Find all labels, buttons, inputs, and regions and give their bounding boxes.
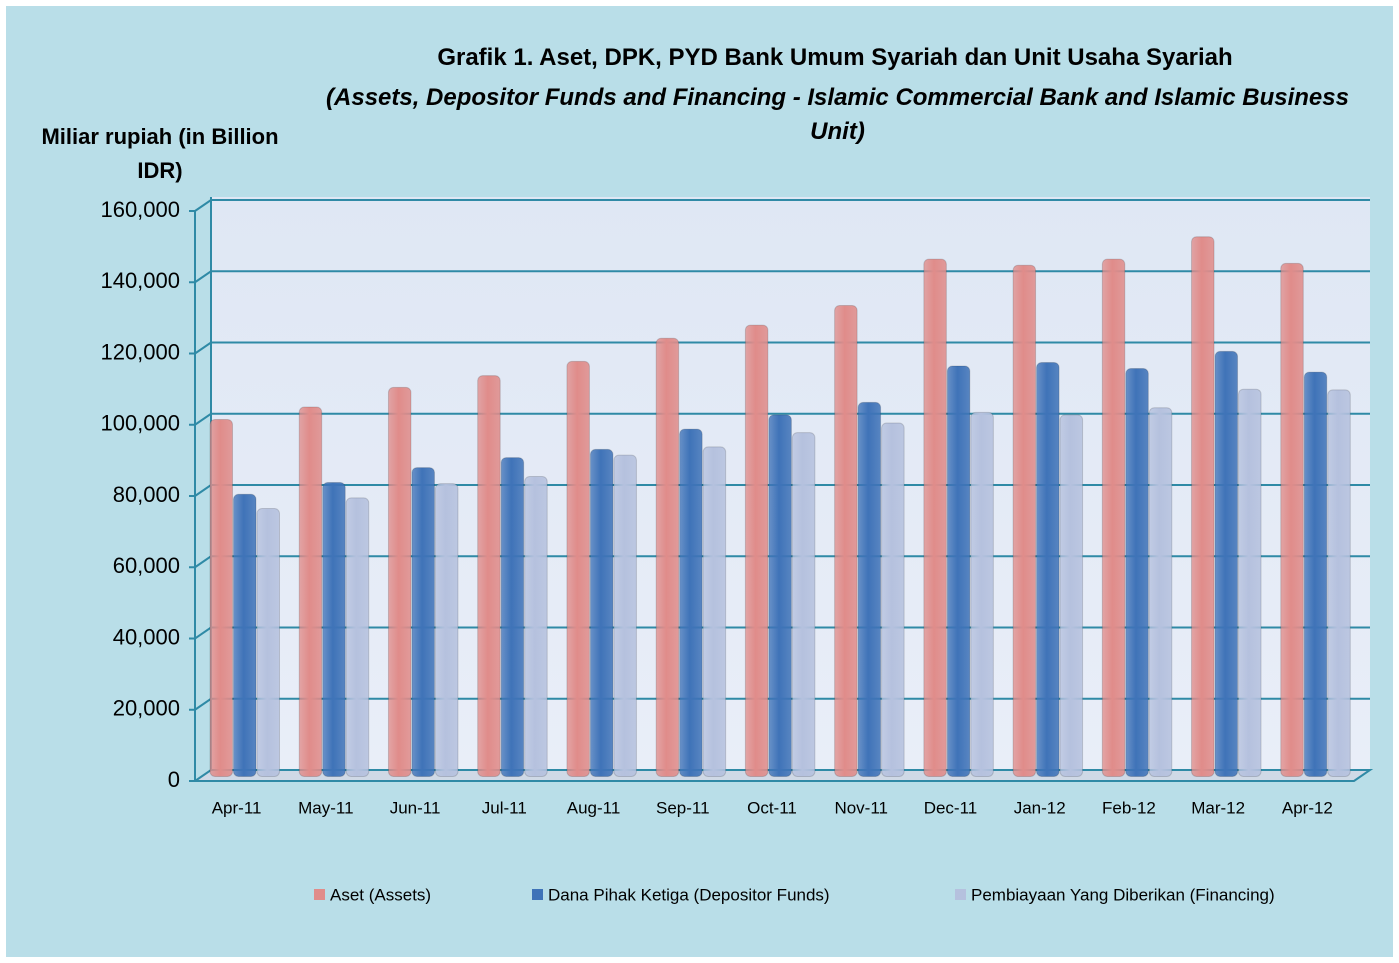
grid-line — [194, 199, 1370, 212]
bar — [744, 324, 769, 777]
y-tick-label: 40,000 — [113, 624, 180, 649]
bar — [345, 497, 370, 777]
bar — [1214, 350, 1239, 777]
bar — [256, 508, 280, 777]
x-tick-label: Aug-11 — [567, 798, 621, 817]
bar — [233, 493, 257, 777]
legend-swatch — [314, 889, 325, 900]
x-tick-label: Nov-11 — [834, 798, 888, 817]
y-tick-label: 160,000 — [100, 197, 180, 222]
x-tick-label: May-11 — [298, 798, 353, 817]
legend-label: Aset (Assets) — [330, 885, 431, 904]
x-tick-label: Dec-11 — [924, 798, 978, 817]
bar — [298, 406, 323, 777]
y-axis-label: Miliar rupiah (in Billion IDR) — [41, 124, 279, 183]
bar — [1148, 407, 1173, 777]
chart-subtitle: (Assets, Depositor Funds and Financing -… — [326, 84, 1349, 145]
x-tick-label: Oct-11 — [747, 798, 797, 817]
grid-line — [194, 341, 1370, 355]
bar — [702, 446, 727, 777]
bar — [411, 467, 435, 777]
x-tick-label: Apr-11 — [212, 798, 262, 817]
bar — [946, 365, 971, 777]
y-tick-label: 0 — [168, 767, 180, 792]
y-tick-label: 100,000 — [100, 411, 180, 436]
legend-swatch — [532, 889, 543, 900]
legend-swatch — [955, 889, 966, 900]
bar — [791, 432, 816, 777]
bar — [477, 375, 501, 777]
bar — [655, 337, 680, 777]
bar — [1303, 371, 1328, 777]
x-tick-label: Jan-12 — [1014, 798, 1066, 817]
y-tick-label: 60,000 — [113, 553, 180, 578]
bar — [589, 448, 614, 777]
bar — [1012, 264, 1037, 777]
y-tick-label: 20,000 — [113, 696, 180, 721]
bar — [1238, 388, 1262, 777]
bar — [923, 258, 947, 777]
bar — [679, 428, 703, 777]
grid-line — [194, 270, 1370, 284]
bar — [1327, 389, 1351, 777]
x-tick-label: Sep-11 — [656, 798, 710, 817]
x-tick-label: Mar-12 — [1191, 798, 1245, 817]
y-tick-label: 140,000 — [100, 268, 180, 293]
bar — [1191, 236, 1215, 777]
legend-label: Dana Pihak Ketiga (Depositor Funds) — [548, 885, 830, 904]
bar — [322, 482, 346, 777]
bar — [613, 454, 637, 777]
bar — [1036, 361, 1060, 777]
y-tick-label: 80,000 — [113, 482, 180, 507]
bar — [524, 475, 548, 777]
bar — [500, 457, 525, 777]
bar — [970, 411, 994, 777]
chart-title: Grafik 1. Aset, DPK, PYD Bank Umum Syari… — [437, 44, 1233, 71]
y-tick-label: 120,000 — [100, 339, 180, 364]
x-tick-label: Apr-12 — [1282, 798, 1333, 817]
bar — [834, 304, 858, 777]
bar — [1059, 414, 1084, 777]
bar — [566, 360, 590, 777]
bar — [1280, 262, 1304, 777]
bar — [1125, 368, 1149, 777]
bar — [1101, 258, 1126, 777]
bar — [209, 418, 233, 777]
bar — [881, 422, 905, 777]
bar — [857, 401, 882, 777]
x-tick-label: Jul-11 — [482, 798, 527, 817]
bar — [434, 483, 459, 777]
x-tick-label: Feb-12 — [1102, 798, 1156, 817]
bar — [768, 414, 792, 777]
bar — [387, 386, 412, 777]
x-tick-label: Jun-11 — [390, 798, 441, 817]
legend-label: Pembiayaan Yang Diberikan (Financing) — [971, 885, 1275, 904]
